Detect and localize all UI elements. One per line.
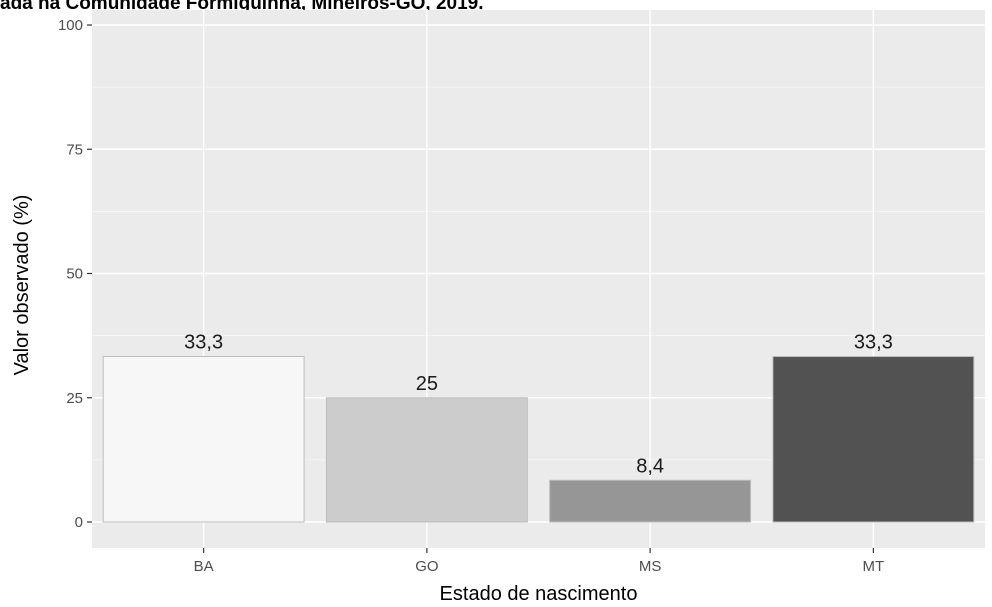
- bar-mt: [772, 355, 975, 523]
- bar-go: [325, 397, 528, 523]
- bars: [102, 355, 975, 523]
- bar-value-labels: 33,3 25 8,4 33,3: [184, 331, 893, 477]
- bar-value-label: 25: [416, 373, 438, 395]
- x-tick-label: MS: [639, 558, 662, 575]
- y-tick-label: 50: [66, 266, 83, 283]
- bar-value-label: 33,3: [854, 331, 893, 353]
- bar-ms: [549, 479, 752, 523]
- x-tick-label: MT: [863, 558, 885, 575]
- x-tick-label: GO: [415, 558, 438, 575]
- x-axis-title: Estado de nascimento: [440, 583, 638, 605]
- bar-value-label: 8,4: [636, 455, 664, 477]
- x-axis: BA GO MS MT: [194, 548, 885, 575]
- x-tick-label: BA: [194, 558, 214, 575]
- y-tick-label: 75: [66, 141, 83, 158]
- y-tick-label: 25: [66, 390, 83, 407]
- bar-ba: [102, 355, 305, 523]
- bar-value-label: 33,3: [184, 331, 223, 353]
- y-tick-label: 0: [75, 514, 83, 531]
- y-tick-label: 100: [58, 17, 83, 34]
- y-axis: 0 25 50 75 100: [58, 17, 92, 531]
- y-axis-title: Valor observado (%): [11, 195, 33, 376]
